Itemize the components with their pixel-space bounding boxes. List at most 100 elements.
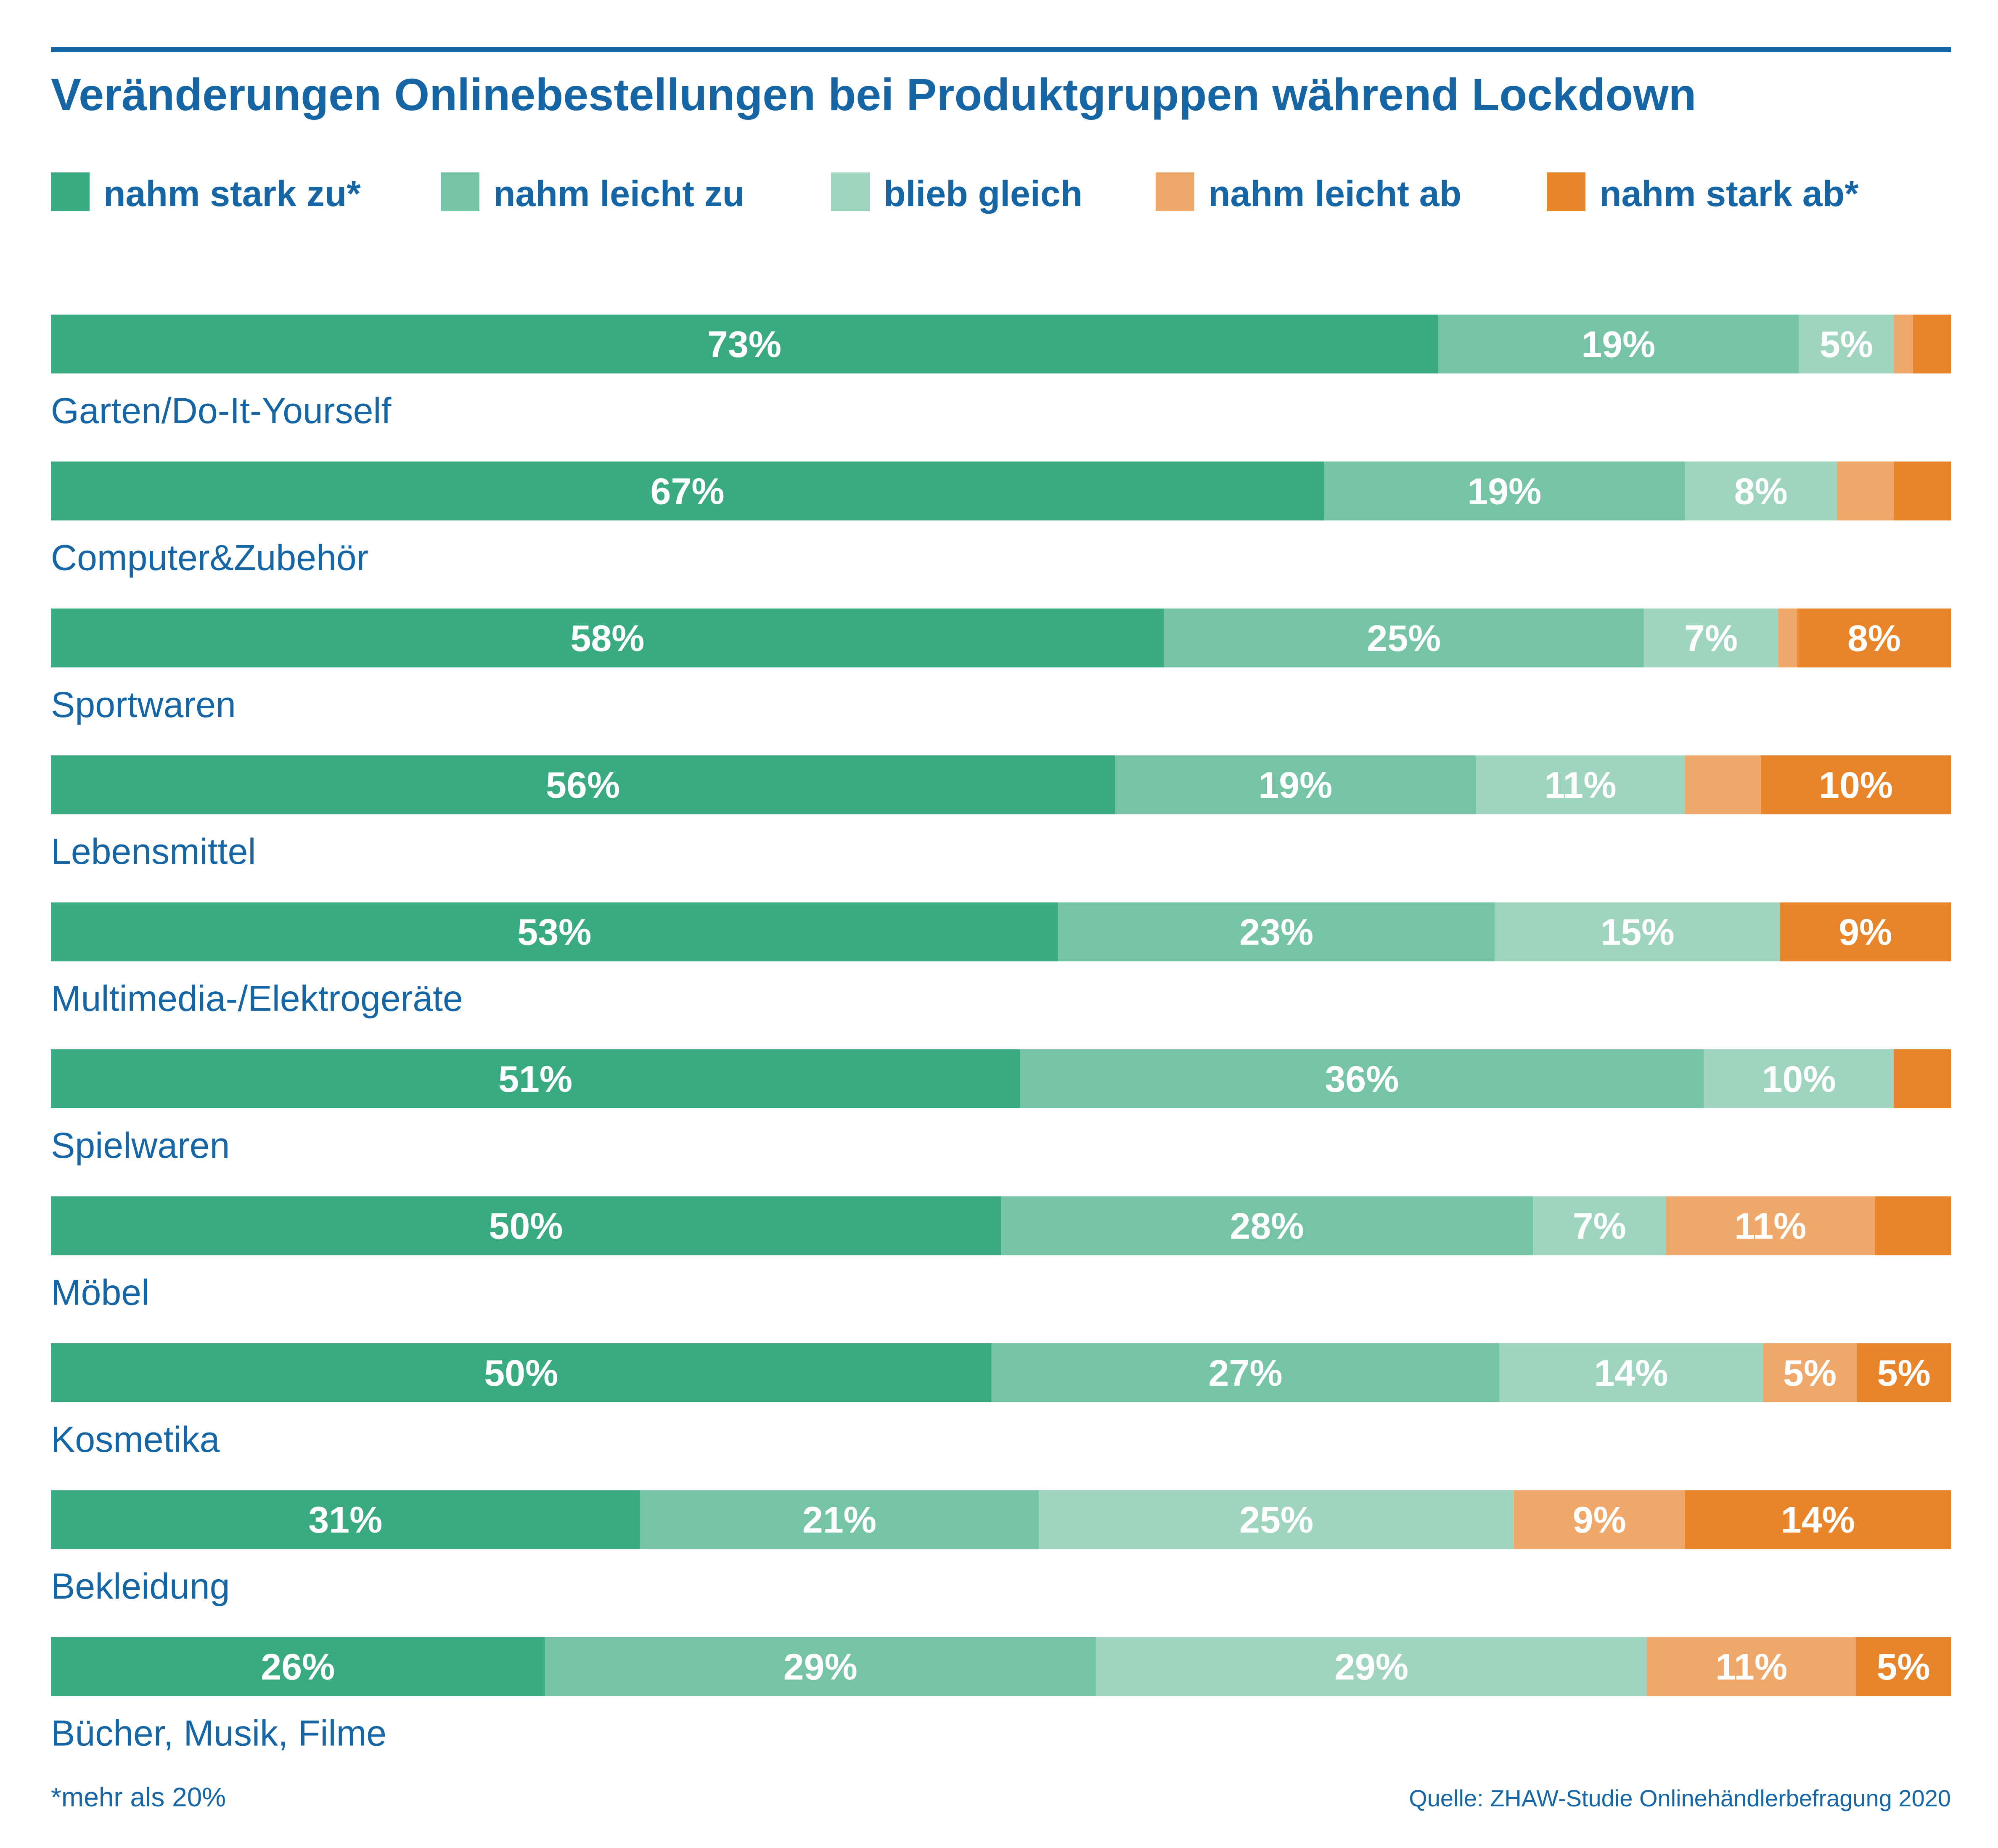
- data-label: 56%: [546, 764, 620, 806]
- bars: 73% 19% 5% 67% 19% 8% 58% 25% 7% 8% 56% 19% 11% 10% 53…: [51, 315, 1951, 1696]
- legend-swatch: [1547, 172, 1585, 211]
- bar-segment: [1643, 608, 1778, 667]
- bar-segment: [1514, 1490, 1685, 1549]
- bar-segment: [1761, 755, 1951, 815]
- legend-label: nahm leicht zu: [493, 174, 744, 214]
- bar-segment: [51, 1049, 1020, 1108]
- legend-label: nahm leicht ab: [1208, 174, 1461, 214]
- bar-segment: [1666, 1196, 1875, 1255]
- category-labels: Garten/Do-It-Yourself Computer&Zubehör Spo…: [51, 391, 463, 1754]
- data-label: 25%: [1239, 1499, 1313, 1541]
- data-label: 7%: [1684, 617, 1738, 659]
- data-label: 67%: [650, 470, 724, 512]
- data-label: 36%: [1325, 1058, 1399, 1100]
- data-label: 53%: [517, 911, 591, 953]
- data-label: 50%: [489, 1205, 563, 1247]
- source-note: Quelle: ZHAW-Studie Onlinehändlerbefragu…: [1409, 1785, 1951, 1811]
- bar-segment: [51, 461, 1324, 521]
- data-label: 73%: [707, 323, 781, 365]
- bar-segment: [1115, 755, 1476, 815]
- category-label: Möbel: [51, 1272, 149, 1313]
- bar-segment: [1837, 461, 1894, 521]
- data-label: 15%: [1600, 911, 1674, 953]
- bar-segment: [1685, 461, 1837, 521]
- bar-segment: [1856, 1637, 1951, 1696]
- category-label: Sportwaren: [51, 685, 236, 725]
- bar-segment: [51, 1343, 992, 1402]
- data-label: 19%: [1581, 323, 1655, 365]
- bar-segment: [1797, 608, 1951, 667]
- chart-title: Veränderungen Onlinebestellungen bei Pro…: [51, 69, 1696, 120]
- category-label: Computer&Zubehör: [51, 537, 368, 578]
- data-label: 58%: [570, 617, 644, 659]
- data-label: 9%: [1839, 911, 1892, 953]
- bar-segment: [51, 1196, 1001, 1255]
- bar-segment: [51, 1490, 640, 1549]
- legend-swatch: [831, 172, 870, 211]
- bar-segment: [1495, 902, 1780, 961]
- legend: nahm stark zu* nahm leicht zu blieb gleich…: [51, 172, 1859, 214]
- data-label: 19%: [1258, 764, 1332, 806]
- data-label: 5%: [1783, 1352, 1837, 1394]
- bar-segment: [1647, 1637, 1856, 1696]
- data-label: 10%: [1762, 1058, 1836, 1100]
- data-label: 25%: [1367, 617, 1441, 659]
- data-label: 9%: [1573, 1499, 1626, 1541]
- legend-swatch: [51, 172, 90, 211]
- bar-segment: [1780, 902, 1951, 961]
- category-label: Bekleidung: [51, 1566, 230, 1607]
- data-label: 8%: [1734, 470, 1788, 512]
- data-label: 14%: [1781, 1499, 1855, 1541]
- bar-segment: [640, 1490, 1039, 1549]
- data-label: 27%: [1208, 1352, 1282, 1394]
- data-label: 5%: [1877, 1352, 1931, 1394]
- footnote: *mehr als 20%: [51, 1782, 226, 1812]
- bar-segment: [1058, 902, 1495, 961]
- category-label: Lebensmittel: [51, 831, 256, 872]
- data-label: 28%: [1230, 1205, 1304, 1247]
- data-label: 29%: [1334, 1646, 1408, 1688]
- data-label: 11%: [1544, 764, 1616, 806]
- data-label: 51%: [498, 1058, 572, 1100]
- bar-segment: [991, 1343, 1500, 1402]
- bar-segment: [1704, 1049, 1894, 1108]
- data-label: 31%: [308, 1499, 382, 1541]
- bar-segment: [51, 902, 1058, 961]
- bar-segment: [51, 315, 1438, 373]
- bar-segment: [51, 608, 1164, 667]
- bar-segment: [1476, 755, 1685, 815]
- category-label: Bücher, Musik, Filme: [51, 1713, 386, 1754]
- category-label: Multimedia-/Elektrogeräte: [51, 979, 463, 1019]
- data-label: 29%: [783, 1646, 857, 1688]
- bar-segment: [1001, 1196, 1533, 1255]
- legend-label: blieb gleich: [884, 174, 1082, 214]
- data-label: 5%: [1876, 1646, 1930, 1688]
- bar-segment: [1685, 1490, 1951, 1549]
- legend-swatch: [441, 172, 479, 211]
- bar-segment: [51, 755, 1115, 815]
- data-label: 5%: [1820, 323, 1873, 365]
- category-label: Garten/Do-It-Yourself: [51, 391, 392, 431]
- category-label: Spielwaren: [51, 1125, 230, 1166]
- data-label: 11%: [1715, 1646, 1787, 1688]
- bar-segment: [1894, 315, 1913, 373]
- bar-segment: [1913, 315, 1951, 373]
- bar-segment: [1875, 1196, 1951, 1255]
- legend-label: nahm stark zu*: [103, 174, 361, 214]
- bar-segment: [1438, 315, 1799, 373]
- title-rule: [51, 47, 1951, 52]
- data-label: 7%: [1573, 1205, 1626, 1247]
- data-label: 26%: [261, 1646, 335, 1688]
- data-label: 21%: [802, 1499, 876, 1541]
- bar-segment: [1778, 608, 1797, 667]
- bar-segment: [1164, 608, 1644, 667]
- category-label: Kosmetika: [51, 1419, 220, 1460]
- bar-segment: [1857, 1343, 1951, 1402]
- data-label: 14%: [1594, 1352, 1668, 1394]
- bar-segment: [1894, 1049, 1951, 1108]
- data-label: 19%: [1467, 470, 1541, 512]
- bar-segment: [545, 1637, 1096, 1696]
- bar-segment: [1096, 1637, 1647, 1696]
- data-label: 23%: [1239, 911, 1313, 953]
